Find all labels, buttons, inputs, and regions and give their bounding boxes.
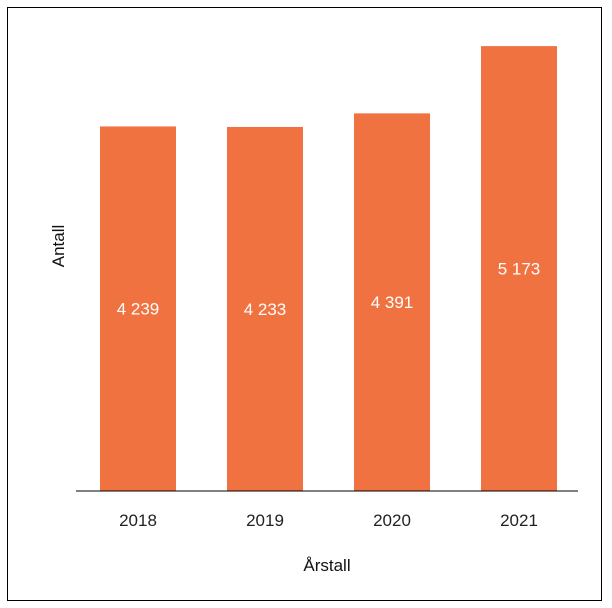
x-axis-title: Årstall [303,556,350,575]
bar-value-label-2018: 4 239 [117,300,160,319]
x-tick-label-2021: 2021 [500,511,538,530]
bar-value-label-2019: 4 233 [244,300,287,319]
bar-2018 [100,126,176,492]
bar-value-label-2021: 5 173 [498,260,541,279]
x-tick-label-2020: 2020 [373,511,411,530]
bar-2021 [481,46,557,491]
bar-2020 [354,113,430,492]
bars-group: 4 239 4 233 4 391 5 173 [100,46,557,492]
bar-value-label-2020: 4 391 [371,293,414,312]
bar-2019 [227,126,303,491]
x-tick-label-2018: 2018 [119,511,157,530]
y-axis-title: Antall [49,225,68,268]
x-tick-labels: 2018 2019 2020 2021 [119,511,538,530]
x-tick-label-2019: 2019 [246,511,284,530]
